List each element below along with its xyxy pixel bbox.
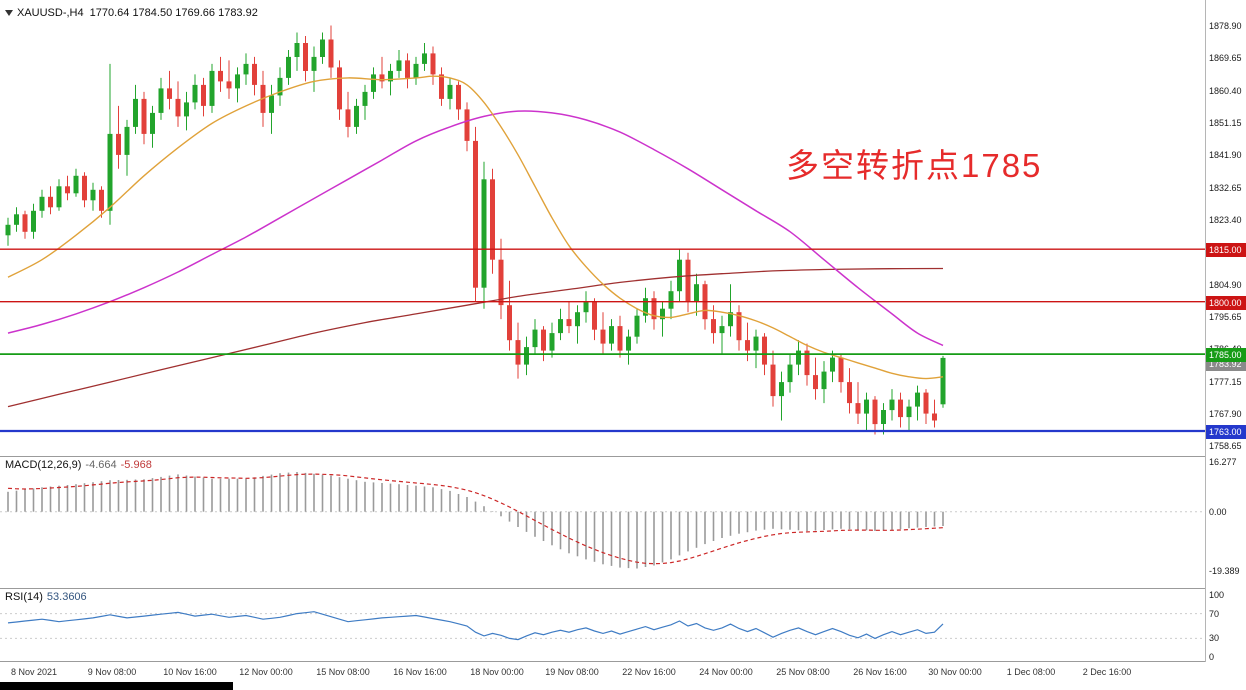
price-badge: 1785.00 — [1206, 348, 1246, 363]
time-label: 18 Nov 00:00 — [470, 667, 524, 677]
time-label: 19 Nov 08:00 — [545, 667, 599, 677]
time-label: 2 Dec 16:00 — [1082, 667, 1132, 677]
macd-axis-label: -19.389 — [1209, 565, 1240, 576]
macd-axis-label: 0.00 — [1209, 506, 1227, 517]
chart-header: XAUUSD-,H4 1770.64 1784.50 1769.66 1783.9… — [5, 7, 258, 19]
macd-signal-value: -5.968 — [120, 459, 152, 471]
price-badge: 1763.00 — [1206, 425, 1246, 440]
price-badge: 1815.00 — [1206, 243, 1246, 258]
price-tick: 1767.90 — [1209, 408, 1242, 419]
annotation-text[interactable]: 多空转折点1785 — [786, 147, 1043, 184]
price-tick: 1860.40 — [1209, 85, 1242, 96]
ma-fast-line — [7, 75, 944, 380]
time-label: 24 Nov 00:00 — [699, 667, 753, 677]
rsi-axis-label: 30 — [1209, 633, 1220, 644]
time-label: 1 Dec 08:00 — [1006, 667, 1056, 677]
price-tick: 1851.15 — [1209, 117, 1242, 128]
time-label: 15 Nov 08:00 — [316, 667, 370, 677]
rsi-value: 53.3606 — [46, 591, 87, 603]
time-label: 30 Nov 00:00 — [928, 667, 982, 677]
rsi-title: RSI(14) — [5, 591, 43, 603]
symbol-timeframe-label: XAUUSD-,H4 — [17, 7, 84, 19]
macd-signal-line — [7, 473, 944, 565]
price-tick: 1758.65 — [1209, 441, 1242, 452]
ma-slow-line — [7, 267, 944, 408]
macd-histogram — [7, 472, 944, 569]
macd-axis-label: 16.277 — [1209, 456, 1237, 467]
price-tick: 1841.90 — [1209, 150, 1242, 161]
rsi-line — [7, 611, 944, 641]
price-tick: 1795.65 — [1209, 311, 1242, 322]
panel-separator-rsi[interactable] — [0, 588, 1205, 589]
price-tick: 1777.15 — [1209, 376, 1242, 387]
time-label: 22 Nov 16:00 — [622, 667, 676, 677]
time-label: 8 Nov 2021 — [10, 667, 58, 677]
price-badge: 1800.00 — [1206, 295, 1246, 310]
taskbar-fragment — [0, 682, 233, 690]
price-tick: 1878.90 — [1209, 20, 1242, 31]
price-tick: 1832.65 — [1209, 182, 1242, 193]
time-label: 25 Nov 08:00 — [776, 667, 830, 677]
rsi-axis-label: 0 — [1209, 652, 1215, 662]
time-label: 10 Nov 16:00 — [163, 667, 217, 677]
time-label: 16 Nov 16:00 — [393, 667, 447, 677]
macd-panel-title: MACD(12,26,9) -4.664 -5.968 — [5, 459, 156, 471]
collapse-triangle-icon[interactable] — [5, 10, 13, 16]
price-tick: 1804.90 — [1209, 279, 1242, 290]
price-tick: 1869.65 — [1209, 53, 1242, 64]
ma-mid-line — [7, 110, 944, 347]
panel-separator-macd[interactable] — [0, 456, 1205, 457]
ohlc-values: 1770.64 1784.50 1769.66 1783.92 — [89, 7, 258, 19]
macd-title: MACD(12,26,9) — [5, 459, 82, 471]
rsi-panel-title: RSI(14) 53.3606 — [5, 591, 91, 603]
time-label: 9 Nov 08:00 — [87, 667, 137, 677]
time-label: 26 Nov 16:00 — [853, 667, 907, 677]
price-axis-border — [1205, 0, 1206, 662]
macd-main-value: -4.664 — [85, 459, 117, 471]
rsi-axis-label: 70 — [1209, 608, 1220, 619]
time-axis-separator — [0, 661, 1205, 662]
rsi-axis-label: 100 — [1209, 590, 1225, 600]
time-label: 12 Nov 00:00 — [239, 667, 293, 677]
price-tick: 1823.40 — [1209, 214, 1242, 225]
